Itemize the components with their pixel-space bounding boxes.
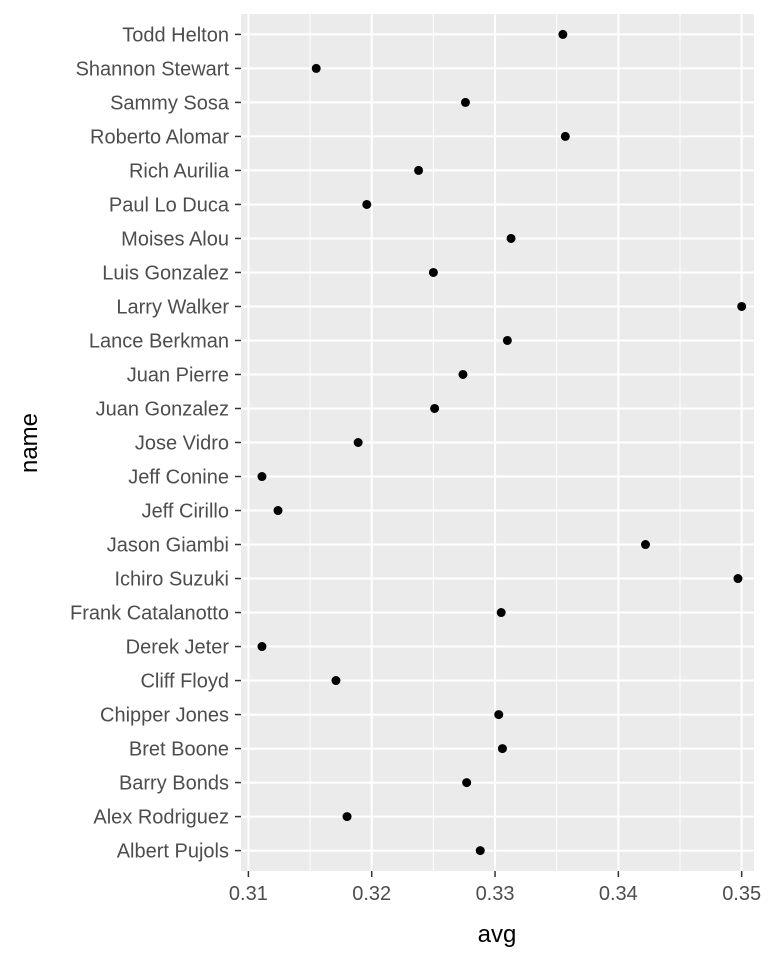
y-tick-label: Cliff Floyd <box>140 671 229 693</box>
data-point <box>494 710 504 720</box>
x-axis: 0.31 0.32 0.33 0.34 0.35 <box>229 871 761 905</box>
y-tick-label: Jeff Conine <box>128 467 229 489</box>
data-point <box>311 63 321 73</box>
y-tick-label: Roberto Alomar <box>90 126 229 148</box>
data-point <box>558 29 568 39</box>
data-point <box>497 744 507 754</box>
x-axis-title: avg <box>478 921 517 948</box>
y-tick-label: Juan Gonzalez <box>96 398 229 420</box>
data-point <box>496 608 506 618</box>
data-point <box>502 335 512 345</box>
data-point <box>257 472 267 482</box>
x-tick-label: 0.35 <box>722 883 761 905</box>
data-point <box>560 131 570 141</box>
major-gridlines <box>241 14 754 871</box>
y-tick-label: Frank Catalanotto <box>70 603 229 625</box>
data-point <box>353 438 363 447</box>
y-tick-label: Jose Vidro <box>135 433 229 455</box>
y-axis-title: name <box>16 413 43 473</box>
x-tick-label: 0.32 <box>352 883 391 905</box>
y-tick-label: Barry Bonds <box>119 773 229 795</box>
y-tick-label: Jason Giambi <box>107 535 229 557</box>
y-tick-label: Rich Aurilia <box>129 160 230 182</box>
y-tick-label: Luis Gonzalez <box>102 262 229 284</box>
y-tick-label: Larry Walker <box>116 296 229 318</box>
data-point <box>273 506 283 516</box>
data-points <box>257 29 747 856</box>
y-tick-label: Ichiro Suzuki <box>115 569 230 591</box>
data-point <box>414 165 424 175</box>
y-tick-label: Chipper Jones <box>100 705 229 727</box>
y-tick-label: Albert Pujols <box>117 841 229 863</box>
y-tick-label: Alex Rodriguez <box>93 807 229 829</box>
y-tick-label: Todd Helton <box>122 24 229 46</box>
data-point <box>458 369 468 379</box>
y-axis: Todd Helton Shannon Stewart Sammy Sosa Robe… <box>70 24 241 863</box>
y-tick-label: Derek Jeter <box>126 637 230 659</box>
y-tick-label: Sammy Sosa <box>110 92 230 114</box>
y-tick-label: Bret Boone <box>129 739 229 761</box>
y-tick-label: Juan Pierre <box>127 364 229 386</box>
data-point <box>331 676 341 686</box>
data-point <box>428 267 438 277</box>
data-point <box>640 540 650 550</box>
data-point <box>460 97 470 107</box>
data-point <box>257 642 267 652</box>
data-point <box>733 574 743 584</box>
y-tick-label: Jeff Cirillo <box>142 501 229 523</box>
x-tick-label: 0.31 <box>229 883 268 905</box>
data-point <box>430 403 440 413</box>
x-tick-label: 0.34 <box>599 883 638 905</box>
x-tick-label: 0.33 <box>476 883 515 905</box>
data-point <box>506 233 516 243</box>
data-point <box>362 199 372 209</box>
data-point <box>462 778 472 788</box>
y-tick-label: Paul Lo Duca <box>109 194 230 216</box>
data-point <box>342 812 352 822</box>
y-tick-label: Moises Alou <box>121 228 229 250</box>
data-point <box>737 301 747 311</box>
y-tick-label: Shannon Stewart <box>76 58 230 80</box>
data-point <box>475 846 485 856</box>
y-tick-label: Lance Berkman <box>89 330 229 352</box>
